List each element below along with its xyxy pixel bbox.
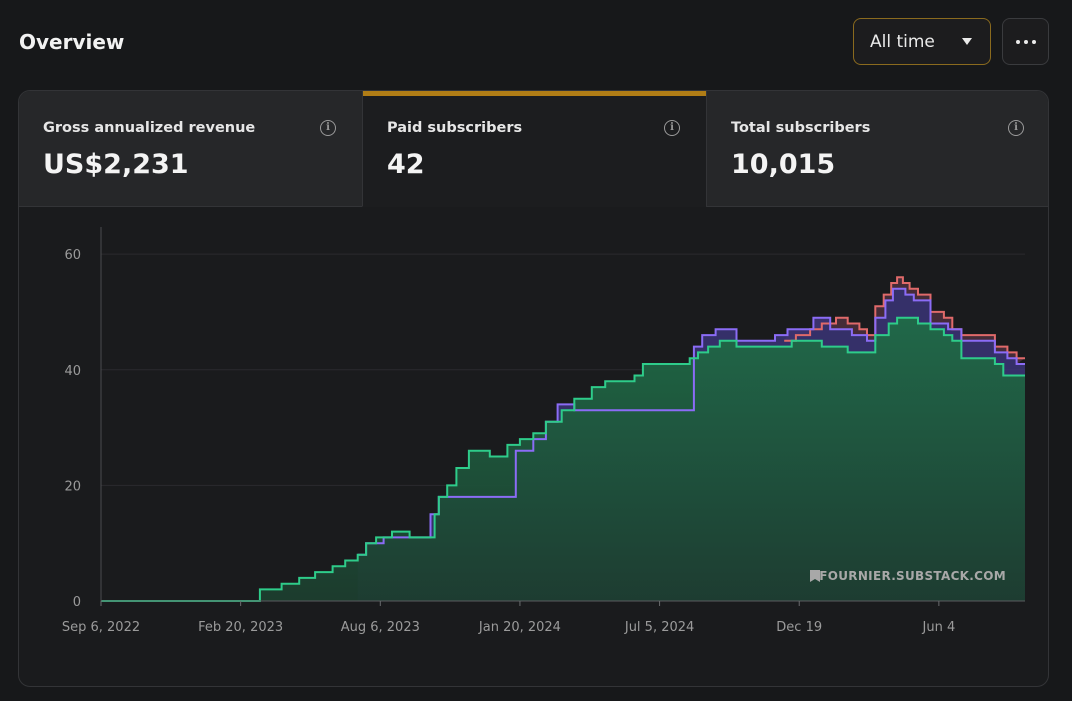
stat-value: US$2,231 (43, 149, 189, 180)
stat-tab-total-subscribers[interactable]: Total subscribers 10,015 i (706, 91, 1048, 207)
info-icon[interactable]: i (320, 120, 336, 136)
series-line-green (101, 316, 1025, 602)
series-line-purple (357, 287, 1025, 556)
stat-value: 10,015 (731, 149, 836, 180)
x-tick-label: Jun 4 (922, 620, 956, 635)
x-tick-label: Jan 20, 2024 (478, 620, 561, 635)
info-icon[interactable]: i (664, 120, 680, 136)
overview-card: Gross annualized revenue US$2,231 i Paid… (18, 90, 1049, 687)
ellipsis-icon (1014, 39, 1038, 44)
y-tick-label: 20 (64, 479, 81, 494)
watermark-text: FOURNIER.SUBSTACK.COM (819, 569, 1006, 583)
page-title: Overview (19, 30, 125, 54)
stat-value: 42 (387, 149, 425, 180)
time-range-label: All time (870, 31, 935, 52)
x-tick-label: Dec 19 (776, 620, 822, 635)
bookmark-icon (810, 570, 820, 582)
x-tick-label: Aug 6, 2023 (341, 620, 420, 635)
y-tick-label: 60 (64, 248, 81, 263)
y-tick-label: 40 (64, 364, 81, 379)
subscribers-chart: 0 20 40 60 Sep 6, 2022 Feb 20, 2023 Aug 6, 202… (62, 227, 1025, 635)
y-tick-label: 0 (73, 595, 81, 610)
info-icon[interactable]: i (1008, 120, 1024, 136)
stat-tab-paid-subscribers[interactable]: Paid subscribers 42 i (362, 91, 706, 207)
stat-label: Gross annualized revenue (43, 120, 256, 136)
x-tick-label: Sep 6, 2022 (62, 620, 140, 635)
stat-tabs: Gross annualized revenue US$2,231 i Paid… (19, 91, 1048, 207)
stat-tab-gross-revenue[interactable]: Gross annualized revenue US$2,231 i (19, 91, 362, 207)
x-tick-label: Jul 5, 2024 (624, 620, 694, 635)
more-options-button[interactable] (1002, 18, 1049, 65)
caret-down-icon (962, 38, 972, 45)
stat-label: Paid subscribers (387, 120, 523, 136)
time-range-select[interactable]: All time (853, 18, 991, 65)
series-area-green (101, 317, 1025, 601)
x-tick-label: Feb 20, 2023 (198, 620, 283, 635)
stat-label: Total subscribers (731, 120, 871, 136)
